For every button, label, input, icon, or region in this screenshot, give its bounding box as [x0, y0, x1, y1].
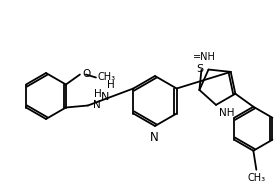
Text: N: N	[150, 131, 158, 144]
Text: O: O	[82, 69, 90, 79]
Text: =NH: =NH	[193, 52, 216, 62]
Text: CH₃: CH₃	[247, 173, 265, 183]
Text: H: H	[107, 80, 115, 90]
Text: H: H	[94, 89, 102, 99]
Text: S: S	[196, 64, 204, 74]
Text: N: N	[93, 100, 101, 110]
Text: CH₃: CH₃	[98, 71, 116, 82]
Text: N: N	[101, 92, 110, 102]
Text: NH: NH	[219, 108, 235, 118]
